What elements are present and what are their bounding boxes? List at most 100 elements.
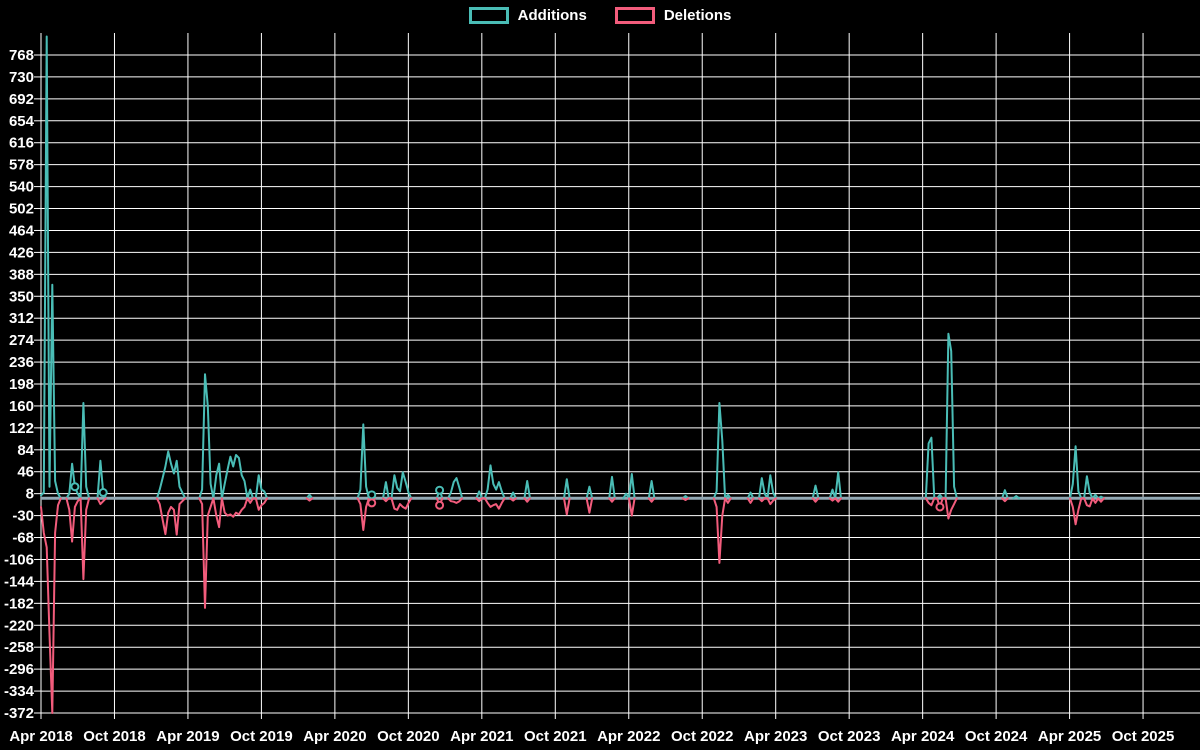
point-marker-deletions [435, 500, 445, 510]
y-tick-label: 46 [17, 464, 34, 481]
y-tick-label: 312 [9, 310, 34, 327]
series-line-additions [1069, 445, 1105, 500]
series-line-deletions [746, 497, 755, 504]
series-line-additions [828, 471, 842, 500]
point-marker-additions [367, 490, 377, 500]
y-tick-label: 540 [9, 179, 34, 196]
series-line-deletions [475, 497, 506, 510]
series-line-deletions [628, 497, 636, 517]
series-line-additions [585, 485, 594, 500]
y-tick-label: 236 [9, 354, 34, 371]
x-tick-label: Apr 2020 [303, 728, 366, 745]
additions-swatch-icon [468, 7, 509, 24]
y-tick-label: 616 [9, 135, 34, 152]
series-line-deletions [65, 497, 91, 581]
series-line-additions [563, 478, 571, 500]
y-tick-label: -106 [4, 551, 34, 568]
x-tick-label: Oct 2021 [524, 728, 587, 745]
series-line-deletions [924, 497, 958, 520]
series-line-additions [746, 491, 755, 500]
series-line-deletions [608, 497, 616, 503]
series-line-additions [356, 423, 376, 500]
series-line-deletions [712, 497, 732, 564]
x-tick-label: Oct 2018 [83, 728, 146, 745]
y-tick-label: 426 [9, 244, 34, 261]
point-marker-additions [70, 482, 80, 492]
series-line-additions [40, 35, 62, 500]
series-line-deletions [647, 497, 656, 503]
y-tick-label: -182 [4, 595, 34, 612]
point-marker-additions [435, 485, 445, 495]
point-marker-additions [98, 488, 108, 498]
y-tick-label: 768 [9, 47, 34, 64]
x-tick-label: Oct 2023 [818, 728, 881, 745]
series-line-deletions [523, 497, 531, 503]
y-tick-label: 464 [9, 222, 35, 239]
x-tick-label: Apr 2024 [891, 728, 955, 745]
series-line-additions [523, 480, 531, 500]
x-tick-label: Oct 2025 [1112, 728, 1175, 745]
x-tick-label: Apr 2018 [9, 728, 72, 745]
series-line-deletions [198, 497, 269, 609]
x-tick-label: Apr 2025 [1038, 728, 1101, 745]
chart-legend: Additions Deletions [0, 7, 1200, 24]
series-line-deletions [828, 497, 842, 503]
legend-item-deletions[interactable]: Deletions [614, 7, 732, 24]
x-tick-label: Apr 2019 [156, 728, 219, 745]
y-tick-label: 122 [9, 420, 34, 437]
series-line-additions [681, 495, 690, 500]
deletions-swatch-icon [614, 7, 655, 24]
series-line-additions [924, 332, 958, 500]
series-line-deletions [563, 497, 571, 516]
series-line-additions [155, 450, 187, 500]
y-tick-label: 84 [17, 442, 34, 459]
series-line-additions [509, 491, 517, 500]
y-tick-label: 502 [9, 201, 34, 218]
x-tick-label: Oct 2022 [671, 728, 734, 745]
x-tick-label: Oct 2019 [230, 728, 293, 745]
series-line-additions [305, 493, 314, 500]
y-tick-label: 198 [9, 376, 34, 393]
x-tick-label: Apr 2022 [597, 728, 660, 745]
series-line-deletions [382, 497, 413, 511]
series-line-additions [758, 474, 777, 500]
series-line-deletions [758, 497, 777, 506]
series-line-additions [1001, 489, 1009, 500]
series-line-deletions [1001, 497, 1009, 503]
series-line-deletions [447, 497, 464, 504]
y-tick-label: -334 [4, 683, 35, 700]
x-tick-label: Apr 2023 [744, 728, 807, 745]
series-line-additions [382, 471, 413, 500]
series-line-deletions [96, 497, 107, 506]
series-line-additions [811, 484, 820, 500]
point-marker-deletions [935, 502, 945, 512]
y-tick-label: -296 [4, 661, 34, 678]
series-line-deletions [40, 497, 62, 714]
y-tick-label: 350 [9, 288, 34, 305]
y-tick-label: 8 [26, 486, 34, 503]
y-tick-label: 274 [9, 332, 35, 349]
point-marker-deletions [367, 498, 377, 508]
series-line-additions [447, 477, 464, 500]
y-tick-label: -258 [4, 639, 34, 656]
x-tick-label: Oct 2020 [377, 728, 440, 745]
y-tick-label: -30 [12, 508, 34, 525]
series-line-additions [475, 464, 506, 500]
series-line-deletions [155, 497, 187, 536]
x-tick-label: Apr 2021 [450, 728, 513, 745]
series-line-deletions [1069, 497, 1105, 526]
series-line-additions [1012, 495, 1021, 500]
y-tick-label: -220 [4, 617, 34, 634]
legend-label-deletions: Deletions [663, 7, 732, 24]
series-line-additions [712, 402, 732, 500]
y-tick-label: 692 [9, 91, 34, 108]
series-line-deletions [681, 497, 690, 501]
y-tick-label: -68 [12, 530, 34, 547]
series-line-deletions [509, 497, 517, 502]
legend-item-additions[interactable]: Additions [468, 7, 587, 24]
series-line-deletions [585, 497, 594, 514]
legend-label-additions: Additions [517, 7, 587, 24]
series-line-additions [198, 373, 269, 500]
